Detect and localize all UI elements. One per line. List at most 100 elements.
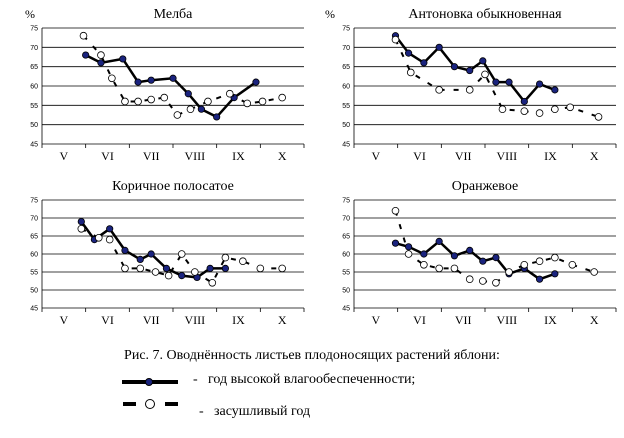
data-point-wet — [169, 74, 177, 82]
data-point-wet — [82, 51, 90, 59]
data-point-dry — [535, 109, 544, 117]
y-tick-label: 75 — [30, 26, 38, 33]
y-tick-label: 75 — [30, 198, 38, 205]
data-point-dry — [520, 107, 529, 115]
data-point-dry — [208, 278, 217, 287]
data-point-wet — [221, 264, 229, 272]
data-point-wet — [450, 63, 459, 71]
data-point-dry — [186, 105, 195, 113]
data-point-dry — [535, 257, 544, 266]
data-point-dry — [221, 253, 230, 262]
data-point-dry — [435, 264, 443, 273]
x-tick-label: VI — [101, 149, 114, 163]
y-tick-label: 65 — [30, 234, 38, 241]
data-point-dry — [498, 105, 507, 113]
data-point-wet — [520, 97, 528, 106]
data-point-wet — [479, 257, 487, 265]
x-tick-label: V — [371, 149, 380, 163]
y-tick-label: 55 — [30, 270, 38, 277]
data-point-dry — [121, 97, 129, 106]
data-point-dry — [94, 234, 103, 242]
chart-title: Антоновка обыкновенная — [408, 7, 562, 22]
data-point-dry — [105, 235, 114, 244]
x-tick-label: V — [59, 313, 68, 327]
legend-dry-label: засушливый год — [214, 404, 311, 419]
data-point-dry — [590, 268, 598, 276]
data-point-dry — [551, 253, 559, 262]
x-tick-label: X — [590, 149, 599, 163]
data-point-dry — [134, 97, 142, 106]
data-point-wet — [479, 57, 487, 65]
x-tick-label: VII — [455, 149, 472, 163]
x-tick-label: VIII — [185, 313, 206, 327]
legend-dry-dash: - — [199, 404, 204, 419]
data-point-wet — [551, 86, 559, 94]
data-point-wet — [404, 49, 413, 57]
y-tick-label: 50 — [342, 122, 350, 129]
y-tick-label: 65 — [342, 64, 350, 71]
data-point-dry — [164, 271, 173, 280]
data-point-dry — [204, 97, 212, 106]
y-tick-label: 45 — [30, 142, 38, 149]
legend-wet-dash: - — [193, 372, 198, 387]
y-tick-label: 70 — [30, 45, 38, 52]
y-tick-label: 60 — [30, 84, 38, 91]
data-point-dry — [465, 275, 474, 284]
data-point-wet — [535, 80, 544, 88]
y-unit-label: % — [325, 7, 335, 21]
data-point-wet — [420, 59, 428, 67]
x-tick-label: VI — [413, 313, 426, 327]
y-tick-label: 50 — [342, 288, 350, 295]
data-point-wet — [178, 271, 186, 280]
data-point-wet — [97, 59, 105, 67]
y-tick-label: 65 — [30, 64, 38, 71]
data-point-dry — [481, 70, 489, 79]
data-point-wet — [551, 270, 559, 278]
data-point-wet — [136, 255, 144, 263]
chart-title: Мелба — [154, 7, 194, 22]
chart-panel-4: 45 50 55 60 65 70 75 V VI VII VIII IX X Оранжевое — [342, 179, 617, 327]
chart-panel-2: 45 50 55 60 65 70 75 V VI VII VIII IX X Антоновка обы… — [325, 7, 617, 163]
data-point-wet — [162, 264, 171, 272]
data-point-dry — [404, 250, 413, 258]
data-point-dry — [435, 86, 443, 94]
data-point-dry — [566, 103, 574, 112]
chart-panel-1: 45 50 55 60 65 70 75 V VI VII VIII IX X Мелба% — [25, 7, 305, 163]
y-tick-label: 55 — [342, 103, 350, 110]
legend-wet-sample — [122, 378, 178, 386]
data-point-dry — [594, 113, 603, 121]
x-tick-label: VI — [413, 149, 426, 163]
x-tick-label: IX — [232, 313, 245, 327]
legend-wet-label: год высокой влагообеспеченности; — [208, 372, 416, 387]
data-point-wet — [391, 239, 400, 247]
data-point-wet — [435, 237, 443, 245]
y-tick-label: 75 — [342, 26, 350, 33]
y-tick-label: 55 — [342, 270, 350, 277]
data-point-wet — [535, 275, 544, 283]
x-tick-label: VIII — [497, 313, 518, 327]
data-point-dry — [391, 207, 400, 215]
data-point-dry — [492, 278, 500, 287]
data-point-wet — [466, 246, 474, 254]
y-unit-label: % — [25, 7, 35, 21]
x-tick-label: V — [59, 149, 68, 163]
data-point-dry — [256, 264, 265, 273]
data-point-dry — [278, 264, 286, 273]
data-point-wet — [106, 225, 114, 233]
data-point-dry — [479, 277, 487, 285]
data-point-dry — [465, 86, 474, 94]
y-tick-label: 45 — [342, 306, 350, 313]
data-point-dry — [177, 250, 186, 258]
data-point-dry — [278, 93, 286, 102]
data-point-wet — [435, 43, 443, 51]
data-point-dry — [191, 268, 199, 276]
x-tick-label: IX — [544, 149, 557, 163]
data-point-wet — [505, 78, 513, 86]
y-tick-label: 65 — [342, 234, 350, 241]
y-tick-label: 70 — [342, 216, 350, 223]
data-point-dry — [97, 51, 105, 59]
data-point-dry — [420, 260, 428, 269]
data-point-wet — [466, 66, 474, 75]
data-point-dry — [173, 111, 182, 119]
